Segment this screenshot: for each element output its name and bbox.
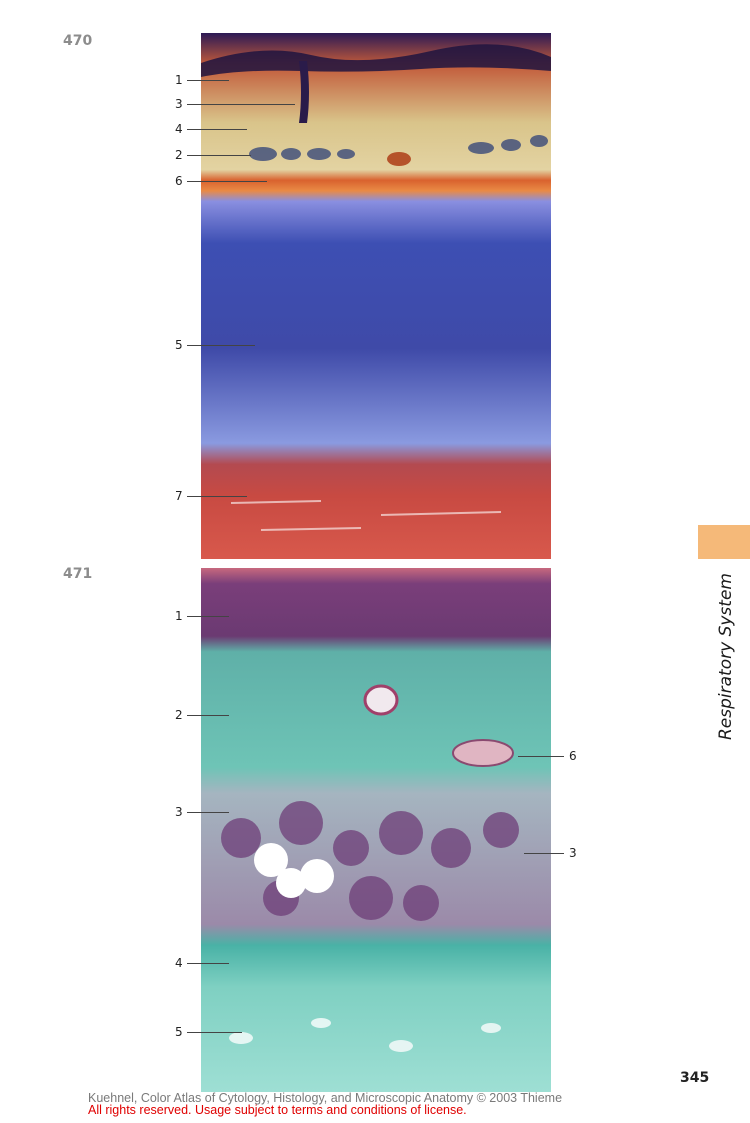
fig470-leader-1 (187, 80, 229, 81)
credit-line-1: Kuehnel, Color Atlas of Cytology, Histol… (88, 1091, 563, 1105)
fig471-label-4: 4 (175, 956, 183, 970)
fig471-leader-6 (518, 756, 564, 757)
fig470-label-6: 6 (175, 174, 183, 188)
fig470-leader-7 (187, 496, 247, 497)
fig470-label-4: 4 (175, 122, 183, 136)
fig470-leader-2 (187, 155, 251, 156)
fig470-label-2: 2 (175, 148, 183, 162)
figure-471-tissue-image (201, 568, 551, 1092)
page-number: 345 (680, 1070, 710, 1086)
fig471-label-1: 1 (175, 609, 183, 623)
fig470-leader-5 (187, 345, 255, 346)
fig471-label-2: 2 (175, 708, 183, 722)
fig470-label-7: 7 (175, 489, 183, 503)
fig471-leader-2 (187, 715, 229, 716)
fig471-leader-3 (187, 812, 229, 813)
figure-470-tissue-image (201, 33, 551, 559)
fig471-leader-5 (187, 1032, 242, 1033)
fig470-leader-3 (187, 104, 295, 105)
fig471-label-5: 5 (175, 1025, 183, 1039)
fig471-leader-3-right (524, 853, 564, 854)
figure-471-micrograph (201, 568, 551, 1092)
fig470-label-3: 3 (175, 97, 183, 111)
figure-471-number: 471 (63, 566, 93, 582)
figure-470-micrograph (201, 33, 551, 559)
fig471-label-3-right: 3 (569, 846, 577, 860)
fig471-leader-1 (187, 616, 229, 617)
fig471-leader-4 (187, 963, 229, 964)
sidebar-section-title: Respiratory System (716, 573, 736, 740)
figure-470-number: 470 (63, 33, 93, 49)
fig470-label-1: 1 (175, 73, 183, 87)
fig471-label-3: 3 (175, 805, 183, 819)
fig470-leader-4 (187, 129, 247, 130)
fig470-label-5: 5 (175, 338, 183, 352)
credit-line-2: All rights reserved. Usage subject to te… (88, 1103, 467, 1117)
fig470-leader-6 (187, 181, 267, 182)
section-tab (698, 525, 750, 559)
fig471-label-6: 6 (569, 749, 577, 763)
